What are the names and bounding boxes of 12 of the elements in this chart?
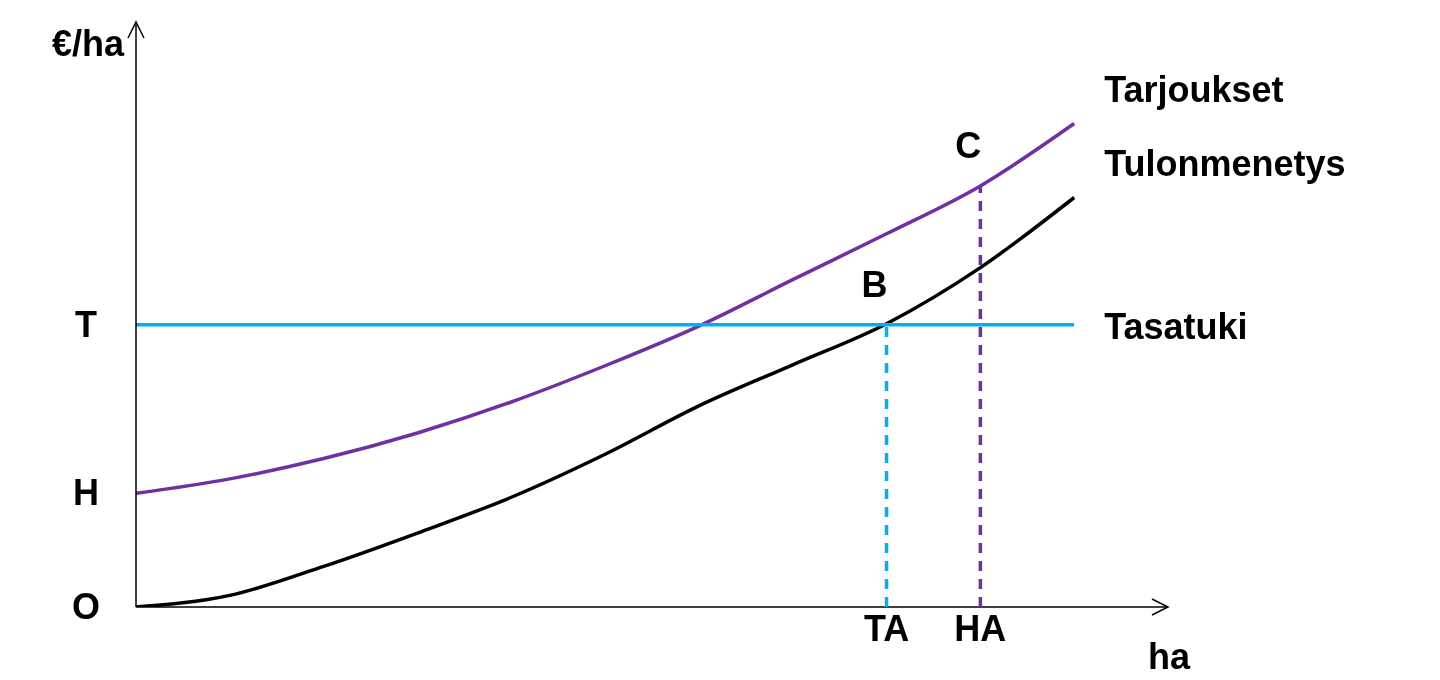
annotation: B [861,263,888,305]
series-label: Tarjoukset [1104,68,1284,110]
x-axis-title: ha [1148,636,1191,677]
annotation: C [955,124,982,166]
series-label: Tasatuki [1104,305,1248,347]
text: H [73,472,99,514]
x-tick-label: HA [954,607,1007,649]
text: T [75,303,97,345]
x-tick-label: TA [863,607,910,649]
series-label: Tulonmenetys [1104,142,1346,184]
y-axis-title: €/ha [51,23,125,64]
text: O [71,586,101,627]
